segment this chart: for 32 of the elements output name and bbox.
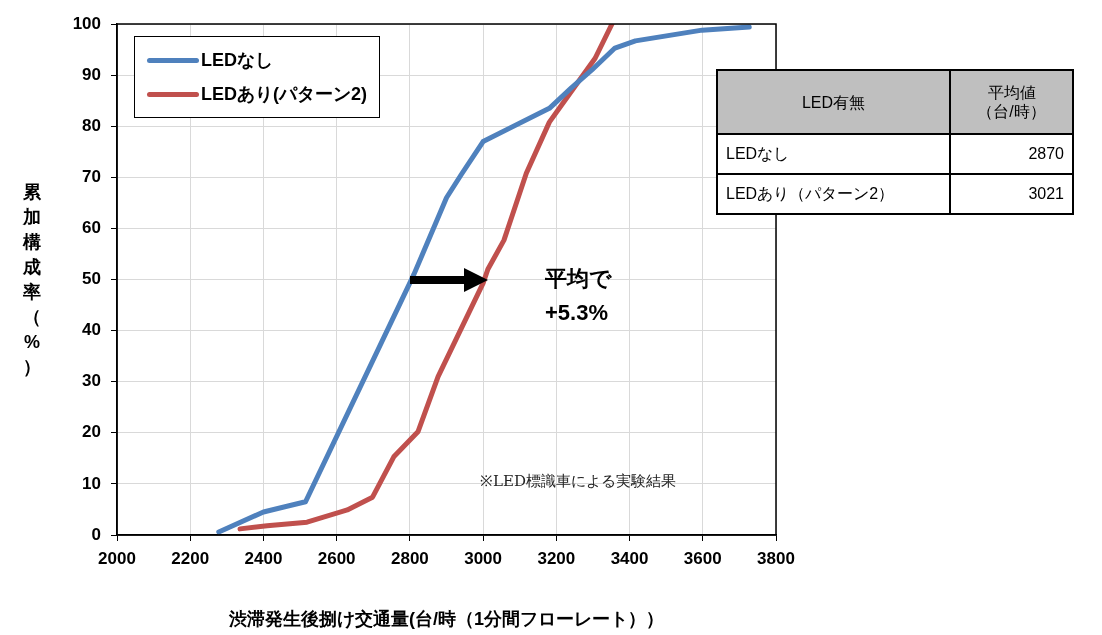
y-tick-label: 40: [82, 320, 101, 340]
y-tick-label: 60: [82, 218, 101, 238]
annotation: ※LED標識車による実験結果: [480, 471, 676, 491]
y-tick-label: 30: [82, 371, 101, 391]
x-tick-label: 3200: [537, 548, 576, 568]
x-tick-label: 2200: [171, 548, 210, 568]
x-tick-label: 3600: [683, 548, 722, 568]
x-axis-title: 渋滞発生後捌け交通量(台/時（1分間フローレート））: [227, 609, 665, 630]
legend-label: LEDあり(パターン2): [200, 83, 367, 106]
y-tick-label: 0: [91, 524, 101, 544]
y-tick-label: 100: [72, 13, 101, 33]
x-tick-label: 2800: [390, 548, 429, 568]
y-tick-label: 90: [82, 64, 101, 84]
x-tick-label: 2400: [244, 548, 283, 568]
text: 3021: [950, 174, 1073, 214]
y-tick-label: 70: [82, 166, 101, 186]
x-tick-label: 2600: [317, 548, 356, 568]
annotation: 平均で +5.3%: [545, 265, 612, 327]
x-tick-label: 3400: [610, 548, 649, 568]
table-header: LED有無 平均値（台/時）: [717, 70, 1073, 134]
annotation: LEDあり（パターン2）: [717, 174, 950, 214]
annotation: LEDなし: [717, 134, 950, 174]
x-tick-label: 3800: [757, 548, 795, 568]
text: 2870: [950, 134, 1073, 174]
y-tick-label: 20: [82, 422, 101, 442]
y-tick-label: 50: [82, 269, 101, 289]
x-tick-label: 2000: [98, 548, 136, 568]
legend-label: LEDなし: [200, 49, 274, 72]
y-tick-label: 80: [82, 115, 101, 135]
y-tick-label: 10: [82, 473, 101, 493]
y-axis-title: 累加構成率（%）: [21, 181, 42, 379]
x-tick-label: 3000: [464, 548, 503, 568]
